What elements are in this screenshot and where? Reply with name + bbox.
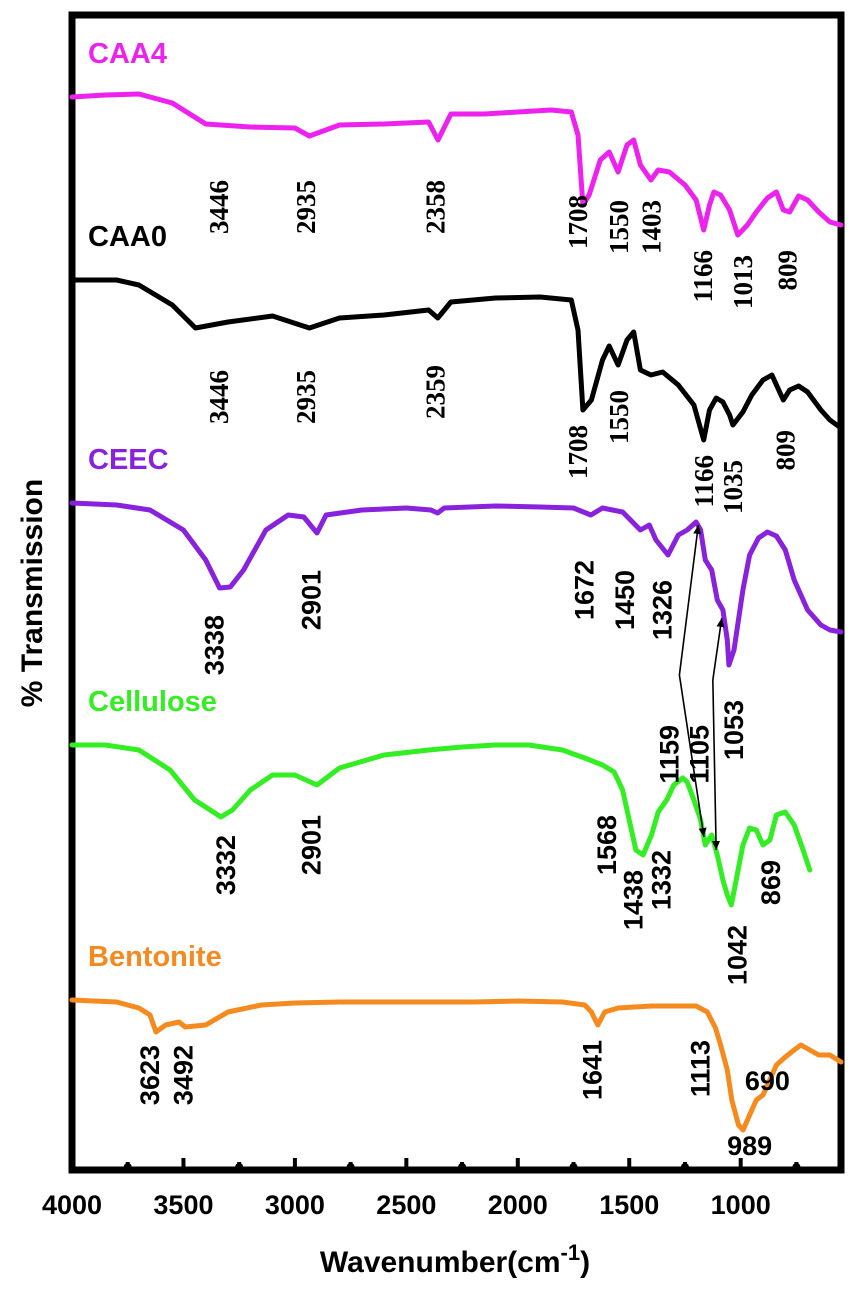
peak-label: 989 bbox=[727, 1131, 772, 1161]
x-axis-title: Wavenumber(cm-1) bbox=[320, 1240, 590, 1280]
peak-label: 1042 bbox=[722, 925, 752, 985]
peak-label: 869 bbox=[756, 860, 786, 905]
peak-label: 1326 bbox=[648, 580, 678, 640]
x-ticks: 4000 3500 3000 2500 2000 1500 1000 bbox=[42, 1158, 801, 1220]
series-line-cellulose bbox=[69, 742, 813, 908]
series-labels: CAA4 CAA0 CEEC Cellulose Bentonite bbox=[88, 38, 222, 973]
x-minor-tick-dot bbox=[346, 1163, 355, 1171]
peak-label: 1166 bbox=[688, 250, 718, 303]
peak-label: 1113 bbox=[686, 1040, 716, 1097]
peak-label: 2901 bbox=[297, 815, 327, 875]
x-axis-title-main: Wavenumber(cm bbox=[320, 1246, 561, 1279]
peak-label: 3492 bbox=[168, 1045, 198, 1105]
plot-frame bbox=[68, 11, 845, 1174]
peak-label: 3623 bbox=[135, 1045, 165, 1105]
annotation-arrow bbox=[678, 674, 707, 838]
x-tick-label-1500: 1500 bbox=[599, 1190, 659, 1220]
series-line-ceec bbox=[69, 500, 844, 668]
series-label-caa0: CAA0 bbox=[88, 221, 167, 253]
peak-label: 2901 bbox=[297, 570, 327, 630]
peak-label: 1166 bbox=[689, 455, 719, 508]
peak-label: 2359 bbox=[420, 365, 450, 419]
peak-label: 1035 bbox=[718, 460, 748, 514]
peak-label: 1450 bbox=[610, 570, 640, 630]
x-minor-tick-dot bbox=[680, 1163, 689, 1171]
series-line-bentonite bbox=[69, 997, 844, 1133]
x-axis-title-sup: -1 bbox=[561, 1240, 581, 1265]
peak-label: 1053 bbox=[719, 700, 749, 760]
peak-label: 1013 bbox=[728, 255, 758, 309]
x-tick-label-2000: 2000 bbox=[488, 1190, 548, 1220]
annotation-arrow bbox=[712, 679, 720, 851]
peak-label: 3446 bbox=[204, 180, 234, 234]
annotation-arrow bbox=[712, 617, 725, 681]
x-tick-label-3000: 3000 bbox=[265, 1190, 325, 1220]
peak-label: 1550 bbox=[604, 200, 634, 254]
peak-label: 1550 bbox=[604, 390, 634, 444]
x-minor-tick-dot bbox=[458, 1163, 467, 1171]
series-label-caa4: CAA4 bbox=[88, 38, 167, 70]
series-label-bentonite: Bentonite bbox=[88, 941, 222, 973]
series-label-cellulose: Cellulose bbox=[88, 686, 217, 718]
peak-label: 3332 bbox=[211, 835, 241, 895]
peak-label: 1641 bbox=[578, 1040, 608, 1100]
peak-label: 3338 bbox=[200, 615, 230, 675]
peak-label: 2935 bbox=[291, 370, 321, 424]
peak-label: 1708 bbox=[563, 425, 593, 479]
series-label-ceec: CEEC bbox=[88, 444, 169, 476]
x-tick-label-1000: 1000 bbox=[711, 1190, 771, 1220]
peak-label: 1568 bbox=[592, 815, 622, 875]
y-axis-title: % Transmission bbox=[16, 479, 49, 707]
peak-label: 1332 bbox=[647, 850, 677, 910]
peak-label: 1159 bbox=[654, 725, 684, 784]
peak-label: 809 bbox=[770, 430, 800, 471]
spectra bbox=[69, 91, 844, 1133]
series-line-caa0 bbox=[69, 277, 844, 443]
x-tick-label-2500: 2500 bbox=[376, 1190, 436, 1220]
peak-label: 1708 bbox=[563, 195, 593, 249]
x-minor-tick-dot bbox=[792, 1163, 801, 1171]
series-line-caa4 bbox=[69, 91, 844, 238]
peak-label: 2358 bbox=[420, 180, 450, 234]
peak-label: 3446 bbox=[204, 370, 234, 424]
x-tick-label-3500: 3500 bbox=[153, 1190, 213, 1220]
peak-label: 1438 bbox=[619, 870, 649, 930]
annotation-arrows bbox=[678, 524, 725, 851]
peak-label: 1105 bbox=[685, 725, 715, 784]
x-minor-tick-dot bbox=[235, 1163, 244, 1171]
annotation-arrow bbox=[678, 524, 702, 676]
peak-label: 2935 bbox=[291, 180, 321, 234]
x-minor-tick-dot bbox=[123, 1163, 132, 1171]
peak-label: 1672 bbox=[570, 560, 600, 620]
peak-label: 1403 bbox=[637, 200, 667, 254]
peak-label: 809 bbox=[773, 250, 803, 291]
x-tick-label-4000: 4000 bbox=[42, 1190, 102, 1220]
x-minor-tick-dot bbox=[569, 1163, 578, 1171]
peak-label: 690 bbox=[745, 1066, 790, 1096]
x-axis-title-close: ) bbox=[580, 1246, 590, 1279]
